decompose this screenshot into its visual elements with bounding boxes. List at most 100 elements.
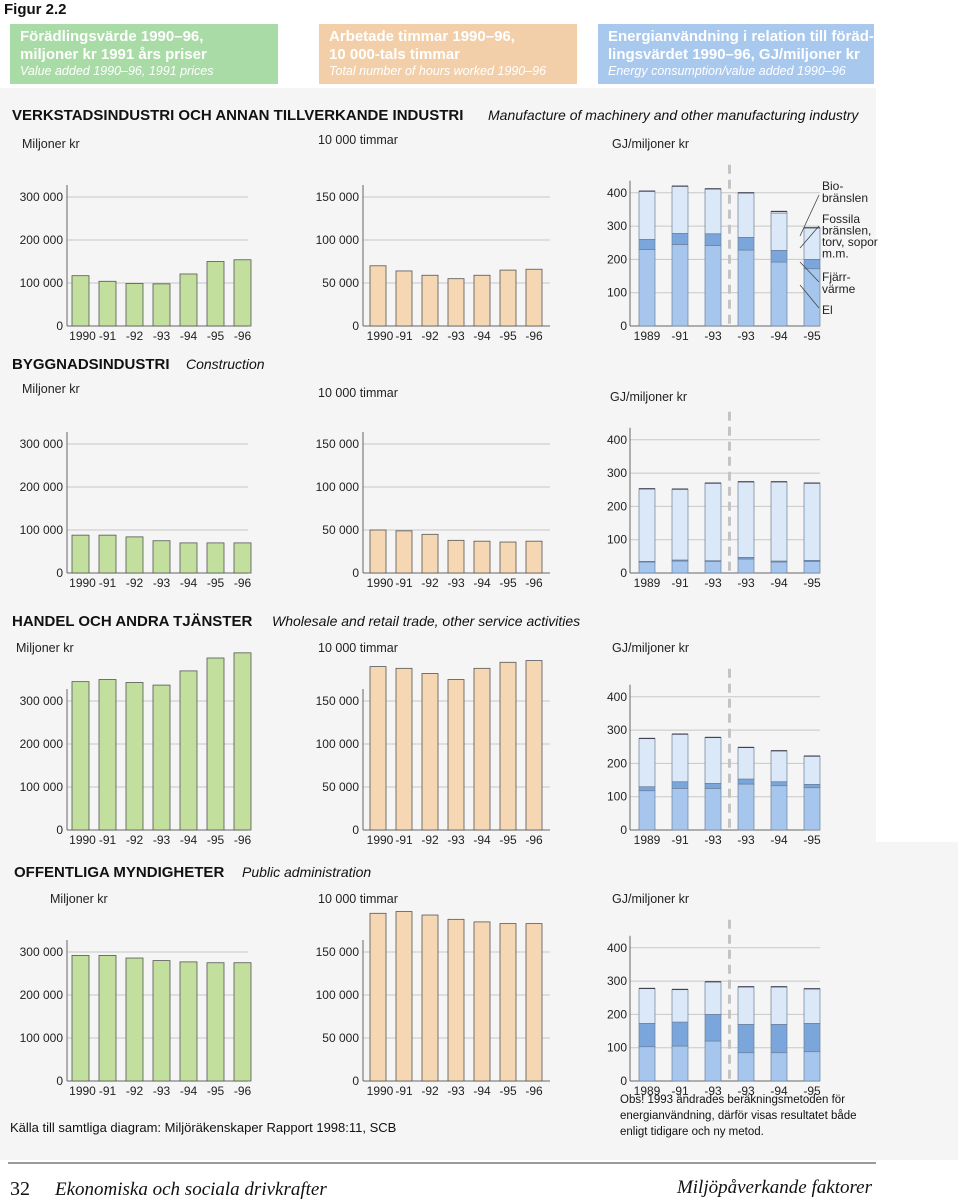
- row3-col3-stack-segment: [803, 784, 821, 789]
- row3-col1-bar: [233, 652, 252, 831]
- row4-col3-stack-segment: [803, 1051, 821, 1082]
- row4-col2-ytick: 100 000: [316, 988, 360, 1002]
- section-title: BYGGNADSINDUSTRI: [12, 356, 170, 373]
- legend-fossil: Fossila: [822, 212, 860, 226]
- row4-col3-stack-segment: [704, 1014, 722, 1042]
- row1-col2-bar: [525, 268, 543, 327]
- row1-col2-xtick: -96: [525, 329, 543, 343]
- row3-col1-xtick: 1990: [69, 833, 96, 847]
- row4-col3-stack-segment: [671, 1045, 689, 1082]
- row2-col1-bar: [71, 534, 90, 574]
- row3-col1-ytick: 100 000: [20, 780, 64, 794]
- row2-col1-xtick: -92: [126, 576, 144, 590]
- row1-col3-stack-segment: [770, 250, 788, 263]
- row1-col1-ytick: 200 000: [20, 233, 64, 247]
- row3-col2-xtick: -93: [447, 833, 465, 847]
- row4-col2-xtick: -96: [525, 1084, 543, 1098]
- row4-col2-bar: [473, 921, 491, 1082]
- row3-col3-xtick: -94: [770, 833, 788, 847]
- source-note: Källa till samtliga diagram: Miljöräkens…: [10, 1120, 397, 1135]
- row2-col2-unit-label: 10 000 timmar: [318, 386, 398, 400]
- row4-col3-stack-segment: [803, 1023, 821, 1053]
- row3-col3-stack-segment: [803, 787, 821, 831]
- row3-col3-stack-segment: [737, 783, 755, 831]
- row3-col3-stack-segment: [704, 737, 722, 784]
- row4-col3-stack-segment: [737, 1052, 755, 1082]
- row2-col2-xtick: -95: [499, 576, 517, 590]
- row3-col1-ytick: 200 000: [20, 737, 64, 751]
- row3-col2-bar: [525, 660, 543, 831]
- row4-col1-xtick: -91: [99, 1084, 117, 1098]
- row1-col3-stack-segment: [704, 245, 722, 327]
- row4-col1-unit-label: Miljoner kr: [50, 892, 108, 906]
- row2-col3-stack-segment: [737, 481, 755, 558]
- header-energy-line1: Energianvändning i relation till föräd-: [608, 28, 874, 45]
- footer-rule: [8, 1162, 876, 1164]
- row4-col3-xtick: -93: [737, 1084, 755, 1098]
- row3-col3-stack-segment: [671, 781, 689, 789]
- row4-col2-ytick: 0: [352, 1074, 359, 1088]
- row2-col3-xtick: -94: [770, 576, 788, 590]
- section-subtitle: Wholesale and retail trade, other servic…: [272, 613, 580, 629]
- row3-col3-xtick: -93: [704, 833, 722, 847]
- row4-col3-ytick: 0: [620, 1074, 627, 1088]
- row1-col2-bar: [369, 265, 387, 327]
- row2-col1-xtick: -95: [207, 576, 225, 590]
- row1-col2-xtick: -93: [447, 329, 465, 343]
- row1-col1-ytick: 100 000: [20, 276, 64, 290]
- row3-col1-xtick: -96: [234, 833, 252, 847]
- row4-col3-stack-segment: [770, 1024, 788, 1054]
- row3-col1-bar: [98, 679, 117, 831]
- row3-col2-bar: [473, 667, 491, 831]
- row3-col2-xtick: -95: [499, 833, 517, 847]
- header-value-added-line3: Value added 1990–96, 1991 prices: [20, 64, 214, 78]
- row3-col3-stack-segment: [638, 738, 656, 788]
- row3-col1-ytick: 0: [56, 823, 63, 837]
- row4-col1-xtick: -93: [153, 1084, 171, 1098]
- row1-col1-xtick: -91: [99, 329, 117, 343]
- row1-col1-bar: [71, 275, 90, 327]
- row3-col3-stack-segment: [803, 755, 821, 785]
- row1-col1-xtick: -96: [234, 329, 252, 343]
- row2-col1-xtick: -93: [153, 576, 171, 590]
- row4-col1-xtick: 1990: [69, 1084, 96, 1098]
- row4-col1-ytick: 300 000: [20, 945, 64, 959]
- row2-col2-ytick: 150 000: [316, 437, 360, 451]
- row2-col3-stack-segment: [770, 561, 788, 574]
- row1-col2-bar: [473, 274, 491, 327]
- row4-col3-stack-segment: [737, 986, 755, 1025]
- row1-col2-bar: [421, 274, 439, 327]
- row1-col3-stack-segment: [803, 227, 821, 260]
- row2-col3-xtick: -93: [737, 576, 755, 590]
- row3-col3-stack-segment: [737, 778, 755, 785]
- row4-col2-xtick: -94: [473, 1084, 491, 1098]
- row3-col3-xtick: -93: [737, 833, 755, 847]
- row2-col2-xtick: 1990: [367, 576, 394, 590]
- row4-col1-bar: [125, 957, 144, 1082]
- row2-col2-xtick: -92: [421, 576, 439, 590]
- row1-col3-stack-segment: [803, 268, 821, 327]
- row1-col3-xtick: -95: [803, 329, 821, 343]
- row4-col3-stack-segment: [770, 1052, 788, 1082]
- row1-col3-ytick: 300: [607, 219, 627, 233]
- row2-col3-xtick: -95: [803, 576, 821, 590]
- row4-col2-xtick: -93: [447, 1084, 465, 1098]
- header-value-added: Förädlingsvärde 1990–96, miljoner kr 199…: [10, 24, 278, 84]
- row1-col3-stack-segment: [770, 212, 788, 251]
- row4-col1-xtick: -96: [234, 1084, 252, 1098]
- row1-col1-bar: [152, 283, 171, 327]
- row3-col3-stack-segment: [770, 785, 788, 831]
- row1-col1-bar: [233, 259, 252, 327]
- row3-col2-xtick: -94: [473, 833, 491, 847]
- row1-col1-bar: [179, 273, 198, 327]
- legend-fossil: m.m.: [822, 247, 849, 261]
- row3-col2-xtick: -91: [395, 833, 413, 847]
- row4-col2-bar: [447, 918, 465, 1082]
- row4-col3-stack-segment: [770, 986, 788, 1025]
- row4-col1-bar: [233, 962, 252, 1082]
- row4-col3-stack-segment: [737, 1024, 755, 1054]
- row1-col3-stack-segment: [638, 190, 656, 240]
- section-title: OFFENTLIGA MYNDIGHETER: [14, 864, 224, 881]
- row4-col1-bar: [179, 961, 198, 1082]
- row3-col3-stack-segment: [638, 786, 656, 792]
